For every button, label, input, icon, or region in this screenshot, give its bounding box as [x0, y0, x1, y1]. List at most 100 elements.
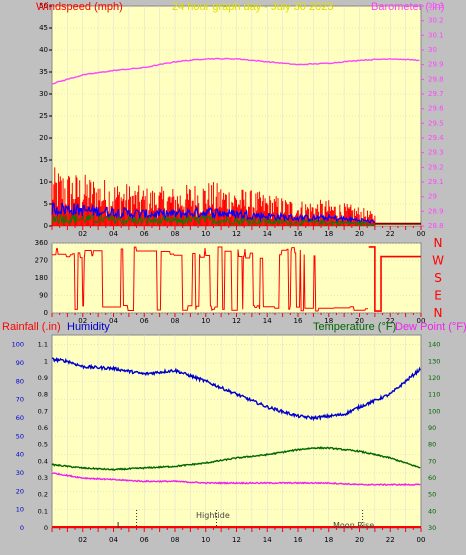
top-x-tick-label: 16 — [294, 230, 303, 238]
windspeed-tick-label: 30 — [39, 90, 48, 98]
bottom-x-tick-label: 06 — [140, 536, 149, 544]
mid-x-tick-label: 02 — [78, 317, 87, 325]
top-x-tick-label: 02 — [78, 230, 87, 238]
top-x-tick-label: 12 — [232, 230, 241, 238]
direction-tick-label: 270 — [35, 257, 48, 265]
windspeed-tick-label: 25 — [39, 112, 48, 120]
barometer-tick-label: 29.7 — [428, 90, 444, 98]
temperature-tick-label: 130 — [428, 357, 440, 365]
barometer-tick-label: 29.3 — [428, 149, 444, 157]
dewpoint-label: Dew Point (°F) — [395, 321, 466, 333]
bottom-x-tick-label: 10 — [201, 536, 210, 544]
temperature-tick-label: 60 — [428, 474, 436, 482]
bottom-x-tick-label: 16 — [294, 536, 303, 544]
direction-tick-label: 360 — [35, 239, 48, 247]
direction-tick-label: 180 — [35, 274, 48, 282]
top-x-tick-label: 22 — [386, 230, 395, 238]
rainfall-tick-label: 0.7 — [38, 407, 48, 415]
humidity-line — [52, 357, 421, 422]
rainfall-tick-label: 0.1 — [38, 507, 48, 515]
direction-tick-label: 0 — [44, 309, 48, 317]
rainfall-tick-label: 1 — [44, 357, 48, 365]
bottom-x-tick-label: 02 — [78, 536, 87, 544]
barometer-tick-label: 30.2 — [428, 17, 444, 25]
top-x-tick-label: 20 — [355, 230, 364, 238]
top-x-tick-label: 00 — [417, 230, 426, 238]
temperature-tick-label: 40 — [428, 507, 436, 515]
windspeed-tick-label: 35 — [39, 68, 48, 76]
barometer-tick-label: 29 — [428, 193, 437, 201]
chart-title: 24 hour graph day - July 30 2023 — [172, 1, 333, 13]
humidity-tick-label: 10 — [16, 506, 24, 514]
humidity-tick-label: 100 — [12, 341, 24, 349]
bottom-x-tick-label: 20 — [355, 536, 364, 544]
barometer-line — [51, 57, 420, 85]
temperature-tick-label: 140 — [428, 341, 440, 349]
windspeed-tick-label: 45 — [39, 24, 48, 32]
humidity-tick-label: 30 — [16, 469, 24, 477]
humidity-tick-label: 60 — [16, 414, 24, 422]
mid-x-tick-label: 08 — [171, 317, 180, 325]
mid-x-tick-label: 14 — [263, 317, 272, 325]
barometer-tick-label: 29.8 — [428, 75, 444, 83]
compass-letter-label: S — [434, 271, 442, 285]
barometer-tick-label: 30.1 — [428, 31, 444, 39]
rainfall-tick-label: 0.2 — [38, 491, 48, 499]
barometer-tick-label: 29.9 — [428, 61, 444, 69]
barometer-tick-label: 29.2 — [428, 163, 444, 171]
top-x-tick-label: 06 — [140, 230, 149, 238]
temperature-tick-label: 110 — [428, 391, 440, 399]
barometer-tick-label: 29.1 — [428, 178, 444, 186]
windspeed-label: Windspeed (mph) — [36, 1, 123, 13]
dewpoint-line — [51, 472, 421, 487]
mid-plot-area — [51, 242, 422, 314]
temperature-tick-label: 80 — [428, 441, 436, 449]
humidity-label: Humidity — [67, 321, 110, 333]
rainfall-tick-label: 0.9 — [38, 374, 48, 382]
mid-x-tick-label: 06 — [140, 317, 149, 325]
temperature-tick-label: 30 — [428, 524, 436, 532]
barometer-tick-label: 28.8 — [428, 222, 444, 230]
humidity-tick-label: 40 — [16, 451, 24, 459]
bottom-x-tick-label: 14 — [263, 536, 272, 544]
mid-x-tick-label: 16 — [294, 317, 303, 325]
direction-tick-label: 90 — [39, 292, 48, 300]
top-x-tick-label: 08 — [171, 230, 180, 238]
rainfall-tick-label: 0.5 — [38, 441, 48, 449]
mid-x-tick-label: 22 — [386, 317, 395, 325]
humidity-tick-label: 0 — [20, 524, 24, 532]
compass-letter-label: W — [432, 254, 444, 268]
mid-x-tick-label: 18 — [324, 317, 333, 325]
barometer-tick-label: 30 — [428, 46, 437, 54]
humidity-tick-label: 20 — [16, 487, 24, 495]
rainfall-tick-label: 0.3 — [38, 474, 48, 482]
windspeed-tick-label: 40 — [39, 46, 48, 54]
windspeed-tick-label: 15 — [39, 156, 48, 164]
rainfall-tick-label: 0 — [44, 524, 48, 532]
moonrise-annotation: Moon Rise — [333, 521, 374, 530]
humidity-tick-label: 50 — [16, 432, 24, 440]
mid-x-tick-label: 04 — [109, 317, 118, 325]
rainfall-label: Rainfall (.in) — [2, 321, 61, 333]
top-x-tick-label: 18 — [324, 230, 333, 238]
barometer-tick-label: 29.5 — [428, 119, 444, 127]
wind-low-line — [51, 214, 375, 227]
compass-letter-label: N — [434, 306, 443, 320]
compass-letter-label: N — [434, 236, 443, 250]
barometer-tick-label: 30.3 — [428, 2, 444, 10]
wind-direction-line — [52, 246, 368, 312]
mid-x-tick-label: 20 — [355, 317, 364, 325]
compass-letter-label: E — [434, 289, 442, 303]
bottom-x-tick-label: 04 — [109, 536, 118, 544]
bottom-x-tick-label: 18 — [324, 536, 333, 544]
temperature-tick-label: 120 — [428, 374, 440, 382]
mid-x-tick-label: 12 — [232, 317, 241, 325]
wind-direction-flat-line — [368, 246, 421, 312]
mid-x-tick-label: 00 — [417, 317, 426, 325]
barometer-tick-label: 28.9 — [428, 207, 444, 215]
humidity-tick-label: 80 — [16, 377, 24, 385]
hightide-annotation: Hightide — [196, 511, 230, 520]
windspeed-tick-label: 10 — [39, 178, 48, 186]
bottom-x-tick-label: 22 — [386, 536, 395, 544]
